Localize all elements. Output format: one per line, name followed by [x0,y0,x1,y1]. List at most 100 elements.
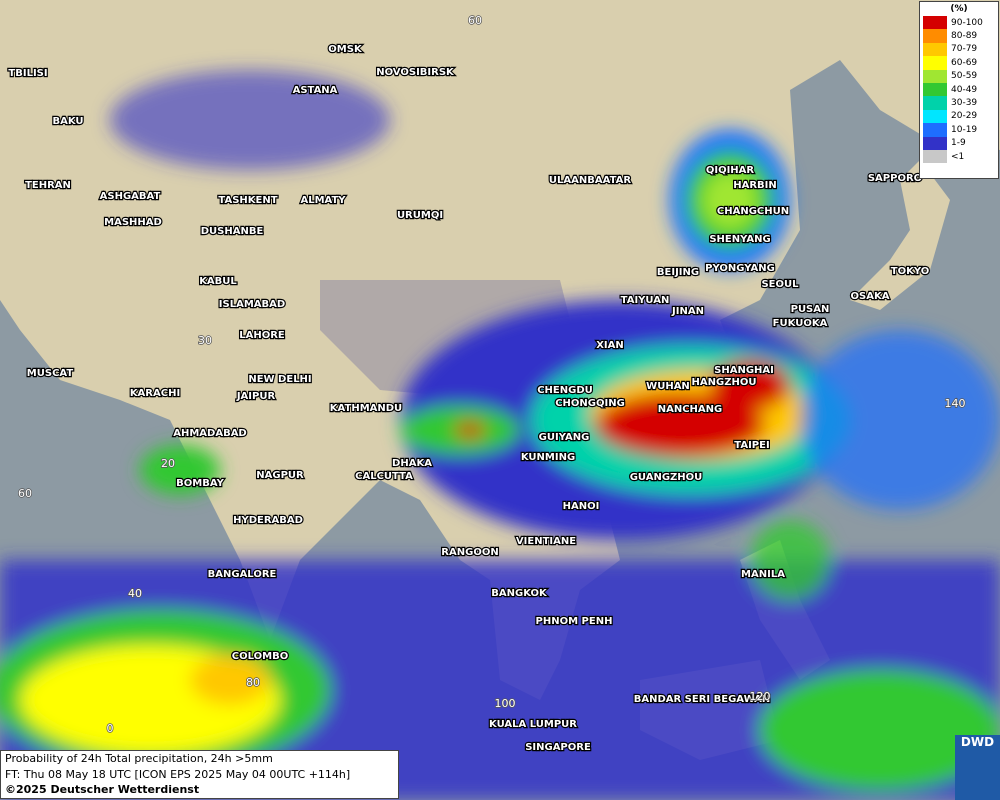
city-labels: OMSK NOVOSIBIRSK TBILISI ASTANA BAKU TEHRAN AS… [7,43,930,754]
city-label: NANCHANG [658,404,723,415]
city-label: JAIPUR [236,391,276,402]
logo: DWD [955,735,1000,800]
legend-swatch [923,109,947,124]
legend-swatch [923,29,947,43]
legend-label: 70-79 [951,44,978,55]
city-label: MASHHAD [104,217,162,228]
city-label: TBILISI [8,68,47,79]
city-label: KATHMANDU [330,403,402,414]
city-label: NOVOSIBIRSK [376,67,455,78]
legend-label: 60-69 [951,57,978,68]
city-label: KUALA LUMPUR [489,719,577,730]
legend-swatch [923,123,947,137]
city-label: SEOUL [761,279,799,290]
legend-label: 10-19 [951,124,978,135]
city-label: PYONGYANG [705,263,775,274]
city-label: OMSK [328,44,363,55]
city-label: NEW DELHI [248,374,311,385]
city-label: PUSAN [791,304,830,315]
grid-label: 40 [128,587,142,600]
city-label: MUSCAT [27,368,74,379]
city-label: FUKUOKA [773,318,828,329]
city-label: OSAKA [851,291,890,302]
city-label: BANGKOK [491,588,548,599]
legend-label: 50-59 [951,71,978,82]
city-label: TASHKENT [218,195,277,206]
legend-swatch [923,136,947,150]
city-label: KUNMING [521,452,575,463]
legend-entry: 80-89 [920,29,998,43]
legend-entry: 50-59 [920,69,998,83]
city-label: LAHORE [239,330,285,341]
city-label: TAIYUAN [621,295,670,306]
city-label: HYDERABAD [233,515,303,526]
legend-swatch [923,16,947,30]
city-label: ISLAMABAD [219,299,285,310]
city-label: COLOMBO [232,651,288,662]
legend: (%) 90-100 80-89 70-79 60-69 50-59 40-49 30-39… [919,1,999,179]
city-label: SHANGHAI [714,365,774,376]
grid-label: 30 [198,334,212,347]
legend-label: 40-49 [951,84,978,95]
grid-label: 80 [246,676,260,689]
legend-entry: 1-9 [920,136,998,150]
footer-forecast: FT: Thu 08 May 18 UTC [ICON EPS 2025 May… [5,767,351,781]
legend-swatch [923,69,947,83]
legend-label: <1 [951,151,965,162]
grid-labels: 60 30 20 60 40 80 0 100 120 140 [17,13,966,736]
city-label: ASTANA [293,85,338,96]
footer-title: Probability of 24h Total precipitation, … [5,752,273,765]
legend-swatch [923,149,947,164]
city-label: ASHGABAT [100,191,161,202]
city-label: WUHAN [646,381,690,392]
city-label: KARACHI [130,388,180,399]
city-label: XIAN [596,340,624,351]
legend-label: 1-9 [951,138,966,149]
legend-swatch [923,42,947,57]
legend-label: 30-39 [951,98,978,109]
city-label: ULAANBAATAR [549,175,631,186]
legend-entry: 20-29 [920,109,998,124]
city-label: RANGOON [441,547,498,558]
city-label: GUANGZHOU [630,472,703,483]
grid-label: 20 [161,457,175,470]
legend-label: 80-89 [951,31,978,42]
city-label: JINAN [671,306,704,317]
legend-entry: 90-100 [920,16,998,30]
grid-label: 120 [750,690,771,703]
legend-label: 20-29 [951,111,978,122]
city-label: BANGALORE [208,569,277,580]
city-label: PHNOM PENH [536,616,613,627]
city-label: GUIYANG [539,432,590,443]
city-label: SAPPORO [868,173,922,184]
city-label: AHMADABAD [173,428,247,439]
legend-unit: (%) [950,4,968,14]
city-label: QIQIHAR [706,165,755,176]
city-label: CHANGCHUN [717,206,789,217]
grid-label: 0 [107,722,114,735]
footer-copyright: ©2025 Deutscher Wetterdienst [5,783,200,796]
city-label: CHONGQING [555,398,625,409]
city-label: BANDAR SERI BEGAWAN [634,694,771,705]
legend-entry: 40-49 [920,82,998,97]
city-label: DHAKA [392,458,432,469]
grid-label: 60 [18,487,32,500]
city-label: HARBIN [733,180,777,191]
city-label: CALCUTTA [355,471,413,482]
legend-entry: 70-79 [920,42,998,57]
grid-label: 140 [945,397,966,410]
legend-swatch [923,82,947,97]
city-label: NAGPUR [256,470,304,481]
footer: Probability of 24h Total precipitation, … [0,750,399,799]
legend-entry: 30-39 [920,96,998,110]
city-label: ALMATY [300,195,346,206]
city-label: SINGAPORE [525,742,591,753]
city-label: BOMBAY [176,478,224,489]
city-label: SHENYANG [709,234,770,245]
city-label: BAKU [52,116,83,127]
grid-label: 100 [495,697,516,710]
legend-entry: <1 [920,149,998,164]
city-label: TEHRAN [25,180,71,191]
city-label: VIENTIANE [516,536,576,547]
